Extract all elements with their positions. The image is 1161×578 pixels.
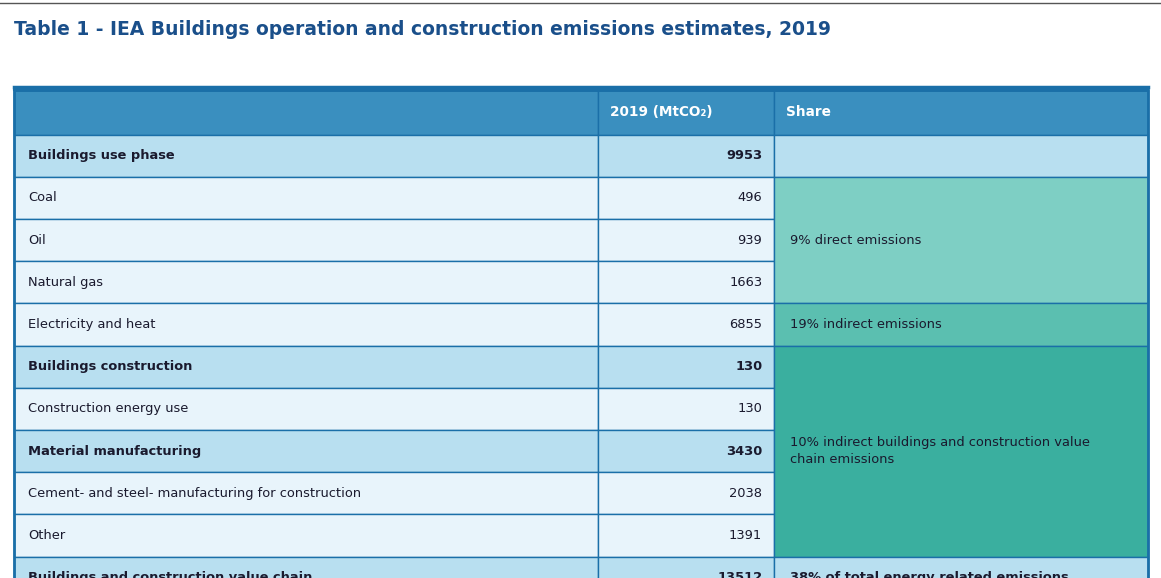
Text: 38% of total energy related emissions: 38% of total energy related emissions: [791, 571, 1069, 578]
Text: Construction energy use: Construction energy use: [28, 402, 188, 416]
Text: 1391: 1391: [729, 529, 763, 542]
Text: Natural gas: Natural gas: [28, 276, 103, 289]
Text: 9% direct emissions: 9% direct emissions: [791, 234, 922, 247]
Text: 130: 130: [735, 360, 763, 373]
Text: Other: Other: [28, 529, 65, 542]
Text: Material manufacturing: Material manufacturing: [28, 444, 201, 458]
Text: 13512: 13512: [717, 571, 763, 578]
Text: Table 1 - IEA Buildings operation and construction emissions estimates, 2019: Table 1 - IEA Buildings operation and co…: [14, 20, 831, 39]
Text: Coal: Coal: [28, 191, 57, 205]
Text: 2019 (MtCO₂): 2019 (MtCO₂): [610, 105, 712, 119]
Text: 9953: 9953: [726, 149, 763, 162]
Text: Buildings and construction value chain: Buildings and construction value chain: [28, 571, 312, 578]
Text: 939: 939: [737, 234, 763, 247]
Text: 1663: 1663: [729, 276, 763, 289]
Text: 6855: 6855: [729, 318, 763, 331]
Text: 496: 496: [737, 191, 763, 205]
Text: Oil: Oil: [28, 234, 45, 247]
Text: 130: 130: [737, 402, 763, 416]
Text: Cement- and steel- manufacturing for construction: Cement- and steel- manufacturing for con…: [28, 487, 361, 500]
Text: Buildings use phase: Buildings use phase: [28, 149, 174, 162]
Text: 2038: 2038: [729, 487, 763, 500]
Text: 19% indirect emissions: 19% indirect emissions: [791, 318, 942, 331]
Text: Electricity and heat: Electricity and heat: [28, 318, 156, 331]
Text: 3430: 3430: [726, 444, 763, 458]
Text: Buildings construction: Buildings construction: [28, 360, 193, 373]
Text: Share: Share: [786, 105, 830, 119]
Text: 10% indirect buildings and construction value
chain emissions: 10% indirect buildings and construction …: [791, 436, 1090, 466]
